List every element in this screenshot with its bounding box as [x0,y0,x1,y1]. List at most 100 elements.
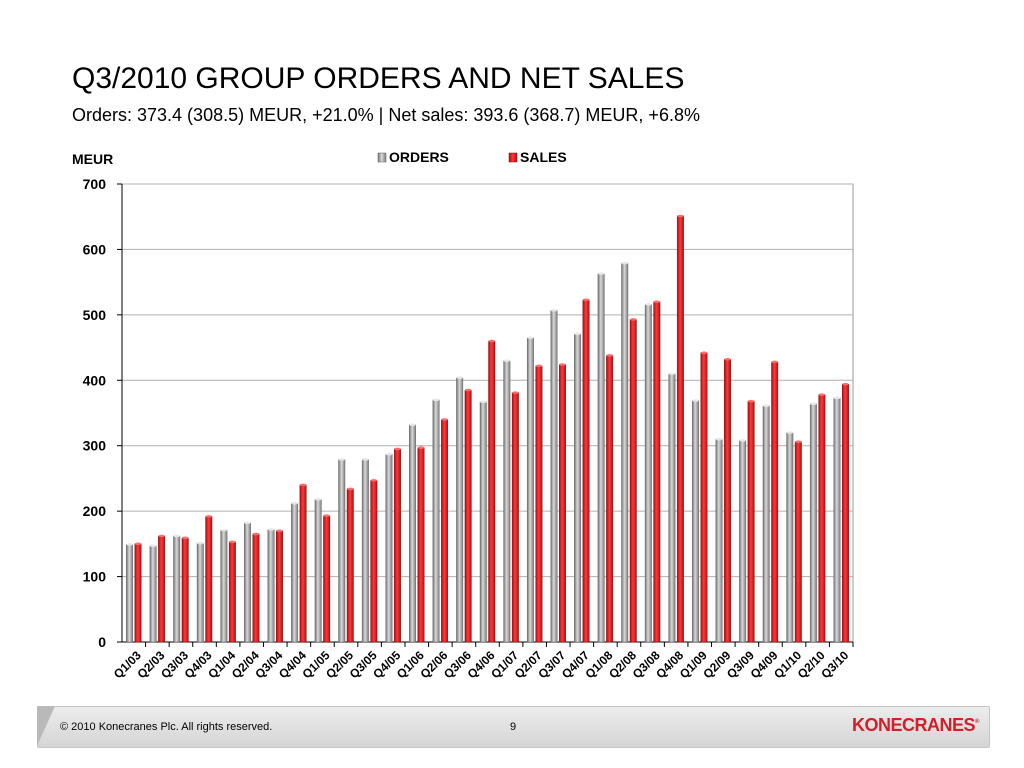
bar-cap-orders [645,303,652,306]
bar-orders [126,544,133,643]
bar-cap-orders [550,308,558,312]
bar-cap-sales [582,298,590,302]
logo-text: KONECRANES [852,715,976,735]
bar-sales [559,364,566,643]
bar-cap-orders [574,332,581,336]
bar-cap-sales [347,487,354,491]
bar-cap-orders [668,372,676,376]
bar-cap-sales [229,540,236,544]
bar-orders [526,337,534,643]
bar-cap-sales [559,363,566,366]
bar-sales [676,215,684,643]
logo-trademark: ® [975,719,979,725]
bar-orders [456,377,464,643]
bar-orders [149,545,157,643]
bar-cap-orders [385,452,393,456]
bar-sales [747,401,755,643]
bar-orders [314,499,322,643]
bar-cap-sales [771,360,778,364]
bar-sales [393,448,401,643]
bar-cap-sales [158,534,165,538]
bar-sales [653,301,661,643]
bar-sales [606,355,614,643]
bar-cap-orders [833,396,841,400]
bar-sales [535,365,543,643]
bar-orders [644,304,652,643]
bar-sales [276,530,283,643]
bar-orders [479,401,487,643]
y-tick-label: 700 [83,176,107,192]
bar-orders [432,399,440,643]
bar-orders [715,438,723,643]
y-axis-title: MEUR [72,151,113,167]
y-tick-label: 400 [83,372,107,388]
bar-cap-orders [456,376,463,379]
bar-orders [809,403,817,643]
bar-cap-orders [149,544,157,548]
bar-cap-sales [653,300,661,304]
bar-cap-sales [606,354,613,357]
bar-sales [629,319,637,643]
bar-sales [842,384,849,643]
bar-orders [291,503,299,643]
bar-sales [346,488,354,643]
bar-sales [771,361,779,643]
bar-cap-sales [417,446,425,449]
bar-sales [205,516,213,643]
bar-cap-orders [527,336,534,340]
bar-sales [818,394,826,643]
bar-orders [385,454,393,643]
bar-sales [700,352,708,643]
bar-cap-orders [621,261,628,265]
bar-sales [323,515,331,643]
bar-cap-orders [267,528,275,531]
bar-orders [220,529,228,643]
bar-orders [786,432,794,643]
bar-cap-orders [314,498,322,501]
bar-cap-sales [724,358,731,361]
y-tick-label: 200 [83,503,107,519]
bar-sales [441,419,449,643]
bar-cap-sales [205,515,213,518]
bar-cap-sales [464,388,472,392]
bar-sales [158,535,166,643]
bar-cap-orders [338,458,346,461]
bar-orders [409,424,416,643]
bar-cap-orders [503,359,511,362]
bar-orders [196,543,204,643]
bar-cap-orders [291,501,298,505]
bar-orders [692,400,699,643]
y-tick-label: 500 [83,307,107,323]
bar-cap-sales [441,418,448,421]
bar-sales [228,541,236,643]
bar-cap-orders [197,541,204,545]
bar-cap-orders [762,404,770,408]
legend-label-sales: SALES [520,149,567,165]
bar-orders [621,262,629,643]
bar-cap-orders [597,272,605,275]
bar-cap-sales [276,529,283,533]
bar-sales [181,537,189,643]
bar-orders [597,273,605,643]
bar-cap-sales [700,351,708,355]
bar-cap-sales [842,382,849,386]
bar-cap-sales [394,447,401,451]
bar-sales [417,447,425,643]
page-subtitle: Orders: 373.4 (308.5) MEUR, +21.0% | Net… [72,105,700,125]
bar-orders [243,522,251,643]
bar-orders [503,360,511,643]
y-tick-label: 100 [83,569,107,585]
bar-orders [739,440,747,643]
bar-cap-sales [370,479,378,482]
copyright-text: © 2010 Konecranes Plc. All rights reserv… [60,721,273,733]
x-tick-label: Q3/10 [818,648,851,681]
bar-cap-sales [299,483,307,487]
bar-sales [464,389,472,643]
legend-swatch-orders [377,152,387,163]
bar-sales [299,484,307,643]
bar-sales [582,299,590,643]
bar-sales [511,392,519,643]
bar-cap-orders [480,400,487,404]
page-title: Q3/2010 GROUP ORDERS AND NET SALES [72,62,685,95]
page-number: 9 [509,721,517,733]
